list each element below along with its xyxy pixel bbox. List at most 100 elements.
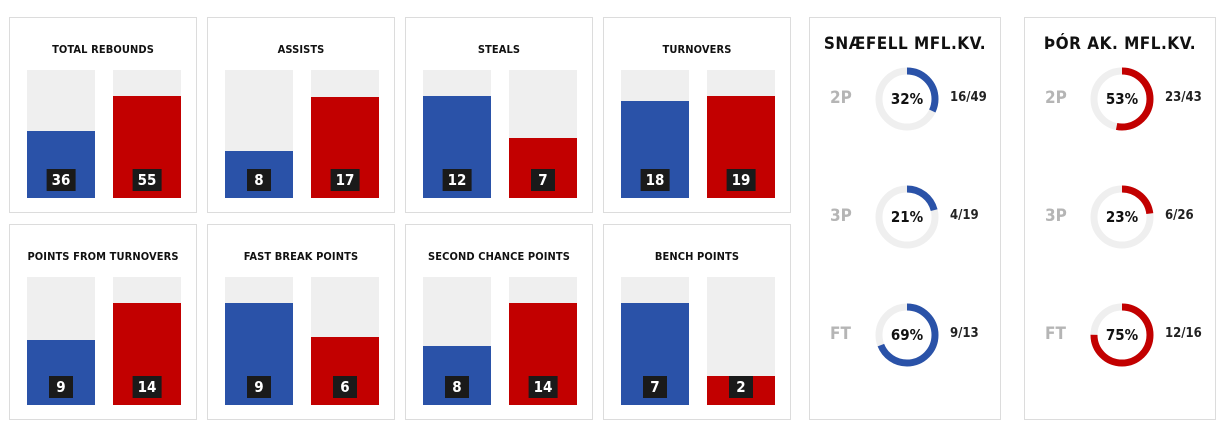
ring-graphic [875, 67, 939, 131]
away-value: 14 [528, 376, 558, 398]
home-bar: 9 [27, 277, 95, 405]
home-value: 18 [640, 169, 670, 191]
away-bar: 14 [509, 277, 577, 405]
away-value: 19 [726, 169, 756, 191]
stat-card-assists: ASSISTS 8 17 [207, 17, 395, 213]
away-bar: 2 [707, 277, 775, 405]
made-attempted: 12/16 [1165, 326, 1202, 341]
away-bar-fill: 7 [509, 138, 577, 198]
percentage-ring: 32% [874, 66, 940, 132]
made-attempted: 4/19 [950, 208, 979, 223]
ring-graphic [1090, 303, 1154, 367]
stat-card-total-rebounds: TOTAL REBOUNDS 36 55 [9, 17, 197, 213]
shot-row-2p: 2P 32% 16/49 [810, 66, 1000, 136]
ring-graphic [1090, 67, 1154, 131]
home-value: 8 [445, 376, 469, 398]
away-bar-fill: 2 [707, 376, 775, 405]
team-panel-away: ÞÓR AK. MFL.KV. 2P 53% 23/43 3P 23% 6/26… [1024, 17, 1216, 420]
away-value: 14 [132, 376, 162, 398]
percentage-ring: 23% [1089, 184, 1155, 250]
home-bar: 18 [621, 70, 689, 198]
percentage-ring: 21% [874, 184, 940, 250]
stat-card-turnovers: TURNOVERS 18 19 [603, 17, 791, 213]
home-bar-fill: 12 [423, 96, 491, 198]
percentage-ring: 53% [1089, 66, 1155, 132]
away-bar: 19 [707, 70, 775, 198]
ring-progress [875, 185, 939, 249]
percentage-text: 75% [1105, 326, 1139, 344]
percentage-text: 69% [890, 326, 924, 344]
ring-graphic [875, 185, 939, 249]
stat-title: STEALS [477, 43, 521, 56]
shot-row-ft: FT 75% 12/16 [1025, 302, 1215, 372]
made-attempted: 16/49 [950, 90, 987, 105]
ring-graphic [1090, 185, 1154, 249]
away-bar-fill: 55 [113, 96, 181, 198]
home-bar-fill: 9 [225, 303, 293, 405]
percentage-text: 32% [890, 90, 924, 108]
team-name: ÞÓR AK. MFL.KV. [1043, 34, 1197, 54]
stat-title: TURNOVERS [662, 43, 732, 56]
stat-title: POINTS FROM TURNOVERS [27, 250, 179, 263]
team-name: SNÆFELL MFL.KV. [823, 34, 987, 54]
shot-row-ft: FT 69% 9/13 [810, 302, 1000, 372]
stat-card-points-from-turnovers: POINTS FROM TURNOVERS 9 14 [9, 224, 197, 420]
home-bar: 7 [621, 277, 689, 405]
home-value: 36 [46, 169, 76, 191]
made-attempted: 9/13 [950, 326, 979, 341]
away-bar: 17 [311, 70, 379, 198]
away-bar: 14 [113, 277, 181, 405]
away-bar-fill: 14 [509, 303, 577, 405]
shot-label: 3P [1045, 206, 1067, 226]
away-bar-fill: 14 [113, 303, 181, 405]
home-bar: 9 [225, 277, 293, 405]
home-bar: 12 [423, 70, 491, 198]
shot-label: 2P [1045, 88, 1067, 108]
home-value: 12 [442, 169, 472, 191]
away-value: 7 [531, 169, 555, 191]
home-value: 8 [247, 169, 271, 191]
stat-title: TOTAL REBOUNDS [52, 43, 154, 56]
made-attempted: 6/26 [1165, 208, 1194, 223]
stat-card-second-chance-points: SECOND CHANCE POINTS 8 14 [405, 224, 593, 420]
ring-progress [1090, 185, 1154, 249]
home-value: 7 [643, 376, 667, 398]
away-value: 55 [132, 169, 162, 191]
home-value: 9 [247, 376, 271, 398]
stat-card-fast-break-points: FAST BREAK POINTS 9 6 [207, 224, 395, 420]
shot-row-3p: 3P 23% 6/26 [1025, 184, 1215, 254]
stat-card-steals: STEALS 12 7 [405, 17, 593, 213]
away-bar-fill: 17 [311, 97, 379, 198]
shot-label: 3P [830, 206, 852, 226]
stat-title: FAST BREAK POINTS [243, 250, 359, 263]
percentage-text: 53% [1105, 90, 1139, 108]
ring-progress [1090, 67, 1154, 131]
percentage-ring: 69% [874, 302, 940, 368]
ring-graphic [875, 303, 939, 367]
stat-card-bench-points: BENCH POINTS 7 2 [603, 224, 791, 420]
percentage-text: 21% [890, 208, 924, 226]
made-attempted: 23/43 [1165, 90, 1202, 105]
percentage-ring: 75% [1089, 302, 1155, 368]
stat-title: BENCH POINTS [654, 250, 740, 263]
shot-row-3p: 3P 21% 4/19 [810, 184, 1000, 254]
shot-label: FT [830, 324, 851, 344]
shot-label: 2P [830, 88, 852, 108]
ring-progress [875, 303, 939, 367]
home-bar: 36 [27, 70, 95, 198]
away-bar: 55 [113, 70, 181, 198]
away-bar: 6 [311, 277, 379, 405]
away-bar: 7 [509, 70, 577, 198]
team-panel-home: SNÆFELL MFL.KV. 2P 32% 16/49 3P 21% 4/19… [809, 17, 1001, 420]
home-bar: 8 [423, 277, 491, 405]
home-value: 9 [49, 376, 73, 398]
away-bar-fill: 6 [311, 337, 379, 405]
ring-progress [1090, 303, 1154, 367]
away-value: 2 [729, 376, 753, 398]
away-value: 6 [333, 376, 357, 398]
percentage-text: 23% [1105, 208, 1139, 226]
home-bar-fill: 36 [27, 131, 95, 198]
home-bar-fill: 8 [225, 151, 293, 198]
stat-title: ASSISTS [277, 43, 325, 56]
home-bar-fill: 9 [27, 340, 95, 405]
